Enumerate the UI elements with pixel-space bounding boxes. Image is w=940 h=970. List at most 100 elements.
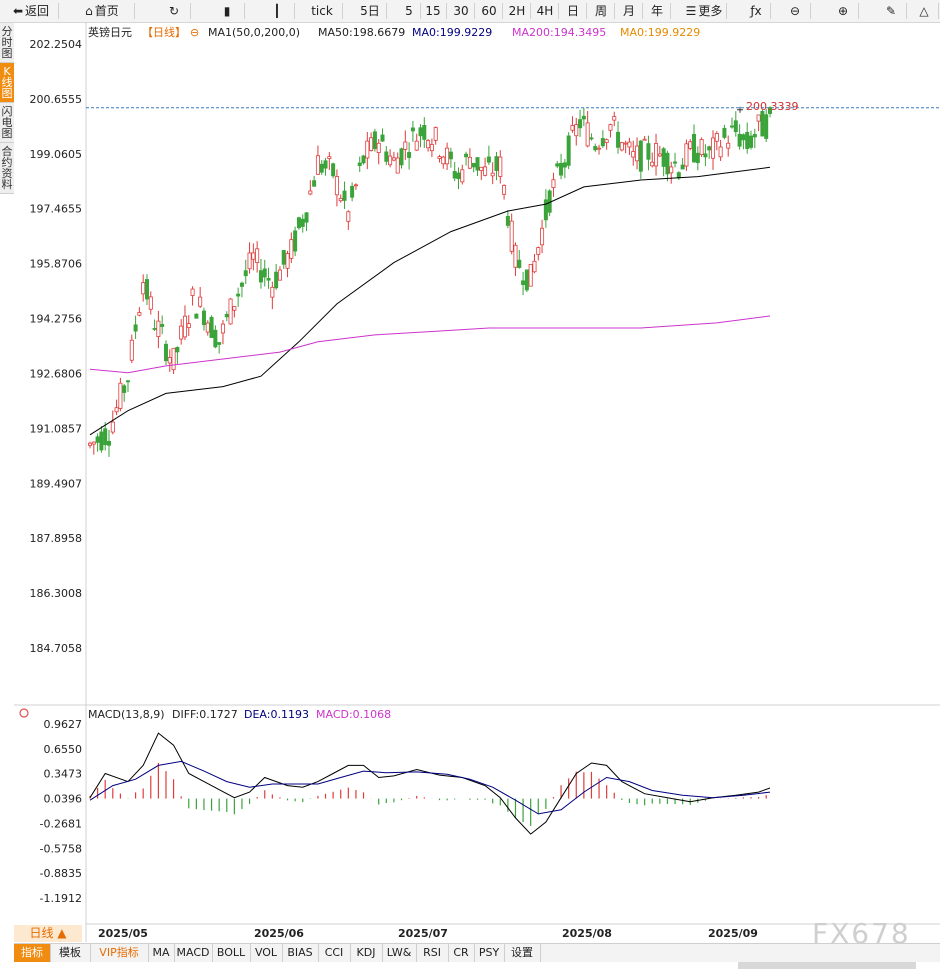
toolbar-label: 月 [622, 4, 635, 18]
macd-legend-macd: MACD:0.1068 [316, 708, 391, 721]
menu-icon: ☰ [685, 4, 697, 18]
price-tick-label: 199.0605 [30, 148, 83, 161]
indicator-tab-rsi[interactable]: RSI [416, 944, 449, 962]
candle-body [456, 172, 461, 180]
chart-area[interactable]: 202.2504 200.6555 199.0605 197.4655 195.8706… [0, 0, 940, 942]
candle-body [551, 179, 556, 188]
toolbar-separator [58, 3, 59, 19]
high-marker-label: 200.3339 [746, 100, 799, 113]
candle-body [209, 316, 214, 338]
candle-body [403, 141, 408, 150]
candle-body [388, 155, 393, 166]
indicator-tab-cr[interactable]: CR [448, 944, 475, 962]
toolbar-button-11[interactable]: 2H [506, 0, 528, 22]
indicator-tab-boll[interactable]: BOLL [212, 944, 251, 962]
toolbar-label: 首页 [94, 4, 119, 18]
candle-body [380, 134, 385, 142]
toolbar-separator [342, 3, 343, 19]
candle-body [357, 162, 362, 166]
candle-body [445, 147, 450, 165]
zoom-out-button[interactable]: ⊖ [782, 0, 808, 22]
candlestick-icon: ┃ [273, 4, 281, 18]
candle-body [555, 163, 560, 167]
toolbar-button-14[interactable]: 周 [590, 0, 612, 22]
candle-body [543, 199, 548, 221]
indicator-tab-lw&[interactable]: LW& [382, 944, 417, 962]
candle-body [741, 134, 746, 141]
candle-body [517, 259, 522, 268]
left-tab-0[interactable]: 分时图 [0, 23, 14, 63]
candle-body [160, 324, 165, 327]
price-tick-label: 194.2756 [30, 313, 83, 326]
macd-settings-icon[interactable] [19, 708, 29, 718]
candle-body [198, 296, 203, 307]
candle-body [608, 124, 613, 131]
candle-body [703, 153, 708, 158]
triangle-button[interactable]: △ [912, 0, 936, 22]
toolbar-button-16[interactable]: 年 [646, 0, 668, 22]
indicator-tab-指标[interactable]: 指标 [14, 944, 51, 962]
zoom-in-button[interactable]: ⊕ [830, 0, 856, 22]
triangle-icon: △ [919, 4, 929, 18]
indicator-tab-设置[interactable]: 设置 [504, 944, 541, 962]
toolbar-separator [134, 3, 135, 19]
macd-tick-label: 0.0396 [44, 793, 83, 806]
candle-body [239, 282, 244, 287]
candle-body [369, 137, 374, 151]
candle-body [205, 322, 210, 333]
toolbar-button-5[interactable]: tick [304, 0, 340, 22]
toolbar-button-13[interactable]: 日 [562, 0, 584, 22]
indicator-tab-psy[interactable]: PSY [474, 944, 505, 962]
watermark: FX678 [812, 917, 911, 950]
toolbar-label: 30 [453, 4, 469, 18]
candle-body [319, 163, 324, 173]
refresh-button[interactable]: ↻ [160, 0, 188, 22]
toolbar-button-17[interactable]: ☰ 更多 [684, 0, 724, 22]
indicator-tab-ma[interactable]: MA [148, 944, 175, 962]
candle-body [247, 252, 252, 270]
toolbar-button-8[interactable]: 15 [422, 0, 444, 22]
toolbar-label: 更多 [698, 4, 723, 18]
indicator-tab-macd[interactable]: MACD [174, 944, 213, 962]
indicator-tab-vip指标[interactable]: VIP指标 [90, 944, 149, 962]
candle-body [654, 143, 659, 167]
left-tab-2[interactable]: 闪电图 [0, 103, 14, 143]
period-indicator[interactable]: 日线 ▲ [14, 925, 82, 942]
indicator-tab-cci[interactable]: CCI [318, 944, 351, 962]
toolbar-button-10[interactable]: 60 [478, 0, 500, 22]
indicator-tab-kdj[interactable]: KDJ [350, 944, 383, 962]
toolbar-button-12[interactable]: 4H [534, 0, 556, 22]
candle-body [483, 166, 488, 176]
candle-body [418, 127, 423, 137]
toolbar-button-0[interactable]: ⬅ 返回 [6, 0, 56, 22]
price-tick-label: 186.3008 [30, 587, 83, 600]
indicator-tab-bar: 指标 模板 VIP指标 MA MACD BOLL VOL BIAS CCI KDJ LW& RSI CR… [14, 943, 940, 962]
candle-body [118, 382, 123, 409]
candle-body [692, 133, 697, 163]
toolbar-button-1[interactable]: ⌂ 首页 [72, 0, 132, 22]
indicator-tab-模板[interactable]: 模板 [50, 944, 91, 962]
horizontal-scrollbar[interactable] [738, 962, 916, 969]
indicator-tab-vol[interactable]: VOL [250, 944, 283, 962]
toolbar-button-15[interactable]: 月 [618, 0, 640, 22]
toolbar: ⬅ 返回 ⌂ 首页 ↻ ▮ ┃ tick 5日 5 15 30 60 2H 4H 日 周 月 年 ☰ 更多 ƒx ⊖ ⊕ ✎ △ [0, 0, 940, 23]
candle-body [745, 132, 750, 149]
candle-body [217, 342, 222, 345]
candlestick-button[interactable]: ┃ [262, 0, 292, 22]
bar-chart-button[interactable]: ▮ [212, 0, 242, 22]
date-tick-label: 2025/09 [708, 927, 758, 940]
left-tab-3[interactable]: 合约资料 [0, 143, 14, 194]
candle-body [399, 148, 404, 166]
macd-tick-label: 0.3473 [44, 768, 83, 781]
candle-body [616, 131, 621, 148]
toolbar-button-6[interactable]: 5日 [356, 0, 384, 22]
function-button[interactable]: ƒx [744, 0, 768, 22]
indicator-tab-bias[interactable]: BIAS [282, 944, 319, 962]
toolbar-separator [810, 3, 811, 19]
toolbar-button-9[interactable]: 30 [450, 0, 472, 22]
candle-body [486, 156, 491, 163]
toolbar-separator [906, 3, 907, 19]
pen-button[interactable]: ✎ [878, 0, 904, 22]
toolbar-button-7[interactable]: 5 [400, 0, 418, 22]
